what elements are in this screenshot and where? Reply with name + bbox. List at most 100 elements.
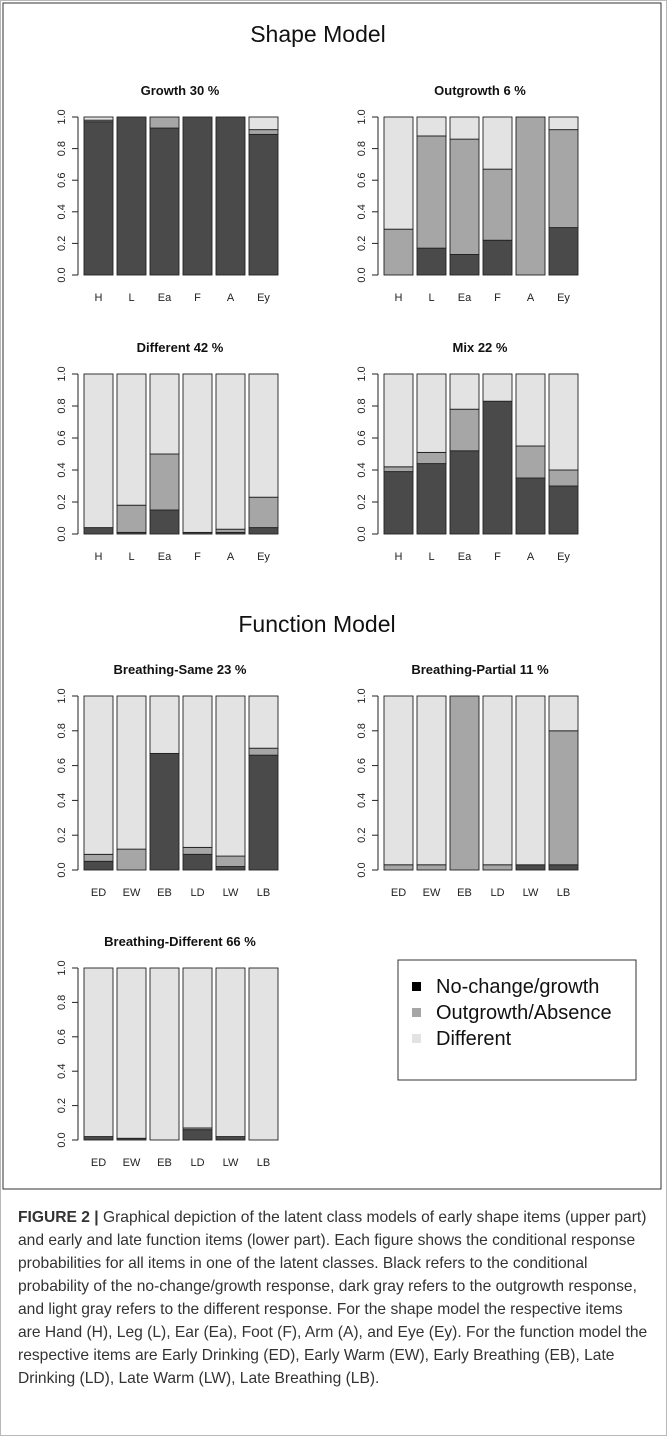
bar-segment-outgrowth (449, 138, 480, 255)
bar-segment-different (182, 373, 213, 533)
y-tick-label: 0.2 (356, 236, 368, 251)
y-tick-label: 1.0 (356, 366, 368, 381)
bar-segment-different (248, 967, 279, 1141)
bar-segment-different (383, 373, 414, 468)
y-tick-label: 0.8 (56, 995, 68, 1010)
x-tick-label: L (428, 292, 434, 304)
caption-label: FIGURE 2 | (18, 1209, 99, 1226)
panel-title: Mix 22 % (453, 340, 508, 355)
function-model-title: Function Model (238, 611, 395, 637)
bar-segment-no-change (83, 860, 114, 871)
y-tick-label: 0.4 (56, 204, 68, 219)
bar-segment-no-change (416, 247, 447, 276)
y-tick-label: 0.2 (56, 494, 68, 509)
y-tick-label: 0.2 (356, 828, 368, 843)
x-tick-label: LB (557, 887, 570, 899)
y-tick-label: 0.2 (56, 1098, 68, 1113)
x-tick-label: LB (257, 887, 270, 899)
y-tick-label: 0.4 (356, 462, 368, 477)
bar-segment-different (548, 116, 579, 131)
x-tick-label: H (95, 292, 103, 304)
bar-segment-outgrowth (548, 469, 579, 487)
x-tick-label: EB (457, 887, 472, 899)
x-tick-label: L (128, 292, 134, 304)
chart-panel-4: Mix 22 % 0.0 0.2 0.4 0.6 0.8 1.0 H L Ea F A Ey (356, 340, 579, 563)
plot-area: Shape Model Function Model No-change/gro… (2, 2, 662, 1190)
bar-segment-no-change (149, 509, 180, 535)
y-tick-label: 1.0 (56, 366, 68, 381)
bar-segment-outgrowth (548, 730, 579, 866)
x-tick-label: F (194, 292, 201, 304)
chart-panel-6: Breathing-Partial 11 % 0.0 0.2 0.4 0.6 0.8 1.0… (356, 662, 579, 899)
bar-segment-outgrowth (482, 168, 513, 241)
caption-text: Graphical depiction of the latent class … (18, 1209, 648, 1387)
y-tick-label: 0.0 (356, 862, 368, 877)
bar-segment-different (116, 373, 147, 506)
bar-segment-no-change (548, 864, 579, 871)
y-tick-label: 0.8 (56, 398, 68, 413)
bar-segment-outgrowth (449, 408, 480, 452)
y-tick-label: 0.2 (56, 828, 68, 843)
y-tick-label: 0.0 (356, 267, 368, 282)
x-tick-label: Ea (458, 551, 472, 563)
y-tick-label: 0.4 (56, 462, 68, 477)
legend-label-outgrowth: Outgrowth/Absence (436, 1002, 612, 1024)
x-tick-label: EB (157, 1157, 172, 1169)
y-tick-label: 0.8 (56, 141, 68, 156)
y-tick-label: 0.6 (356, 758, 368, 773)
bar-segment-different (149, 967, 180, 1141)
bar-segment-outgrowth (149, 453, 180, 511)
bar-segment-no-change (515, 864, 546, 871)
bar-segment-outgrowth (515, 445, 546, 479)
y-tick-label: 0.0 (56, 1132, 68, 1147)
x-tick-label: F (194, 551, 201, 563)
bar-segment-no-change (515, 477, 546, 535)
bar-segment-different (116, 695, 147, 850)
bar-segment-different (248, 116, 279, 131)
bar-segment-different (83, 695, 114, 855)
bar-segment-outgrowth (482, 864, 513, 871)
bar-segment-different (383, 695, 414, 866)
bar-segment-different (149, 695, 180, 754)
bar-segment-different (548, 695, 579, 732)
y-tick-label: 0.8 (356, 141, 368, 156)
bar-segment-different (83, 373, 114, 529)
y-tick-label: 0.8 (356, 723, 368, 738)
bar-segment-different (383, 116, 414, 230)
x-tick-label: LB (257, 1157, 270, 1169)
y-tick-label: 1.0 (56, 960, 68, 975)
bar-segment-different (449, 116, 480, 140)
legend-swatch-outgrowth (412, 1008, 421, 1017)
bar-segment-outgrowth (116, 504, 147, 533)
bar-segment-different (482, 695, 513, 866)
x-tick-label: Ey (557, 551, 570, 563)
x-tick-label: LW (523, 887, 539, 899)
bar-segment-different (482, 373, 513, 402)
panel-title: Outgrowth 6 % (434, 83, 526, 98)
x-tick-label: F (494, 292, 501, 304)
bar-segment-no-change (482, 400, 513, 535)
bar-segment-no-change (449, 450, 480, 535)
bar-segment-outgrowth (416, 864, 447, 871)
panel-title: Breathing-Different 66 % (104, 934, 256, 949)
panel-title: Breathing-Partial 11 % (411, 662, 549, 677)
x-tick-label: A (227, 292, 235, 304)
bar-segment-no-change (116, 116, 147, 276)
y-tick-label: 1.0 (56, 109, 68, 124)
bar-segment-outgrowth (149, 116, 180, 129)
legend-swatch-different (412, 1034, 421, 1043)
bar-segment-no-change (182, 1129, 213, 1141)
bar-segment-different (182, 695, 213, 848)
bar-segment-outgrowth (416, 135, 447, 249)
legend-label-different: Different (436, 1028, 512, 1050)
bar-segment-different (116, 967, 147, 1139)
bar-segment-different (416, 373, 447, 453)
y-tick-label: 0.8 (356, 398, 368, 413)
bar-segment-no-change (548, 485, 579, 535)
bar-segment-different (449, 373, 480, 410)
bar-segment-different (83, 967, 114, 1138)
bar-segment-outgrowth (248, 129, 279, 135)
bar-segment-no-change (248, 133, 279, 276)
x-tick-label: L (128, 551, 134, 563)
x-tick-label: LD (490, 887, 504, 899)
